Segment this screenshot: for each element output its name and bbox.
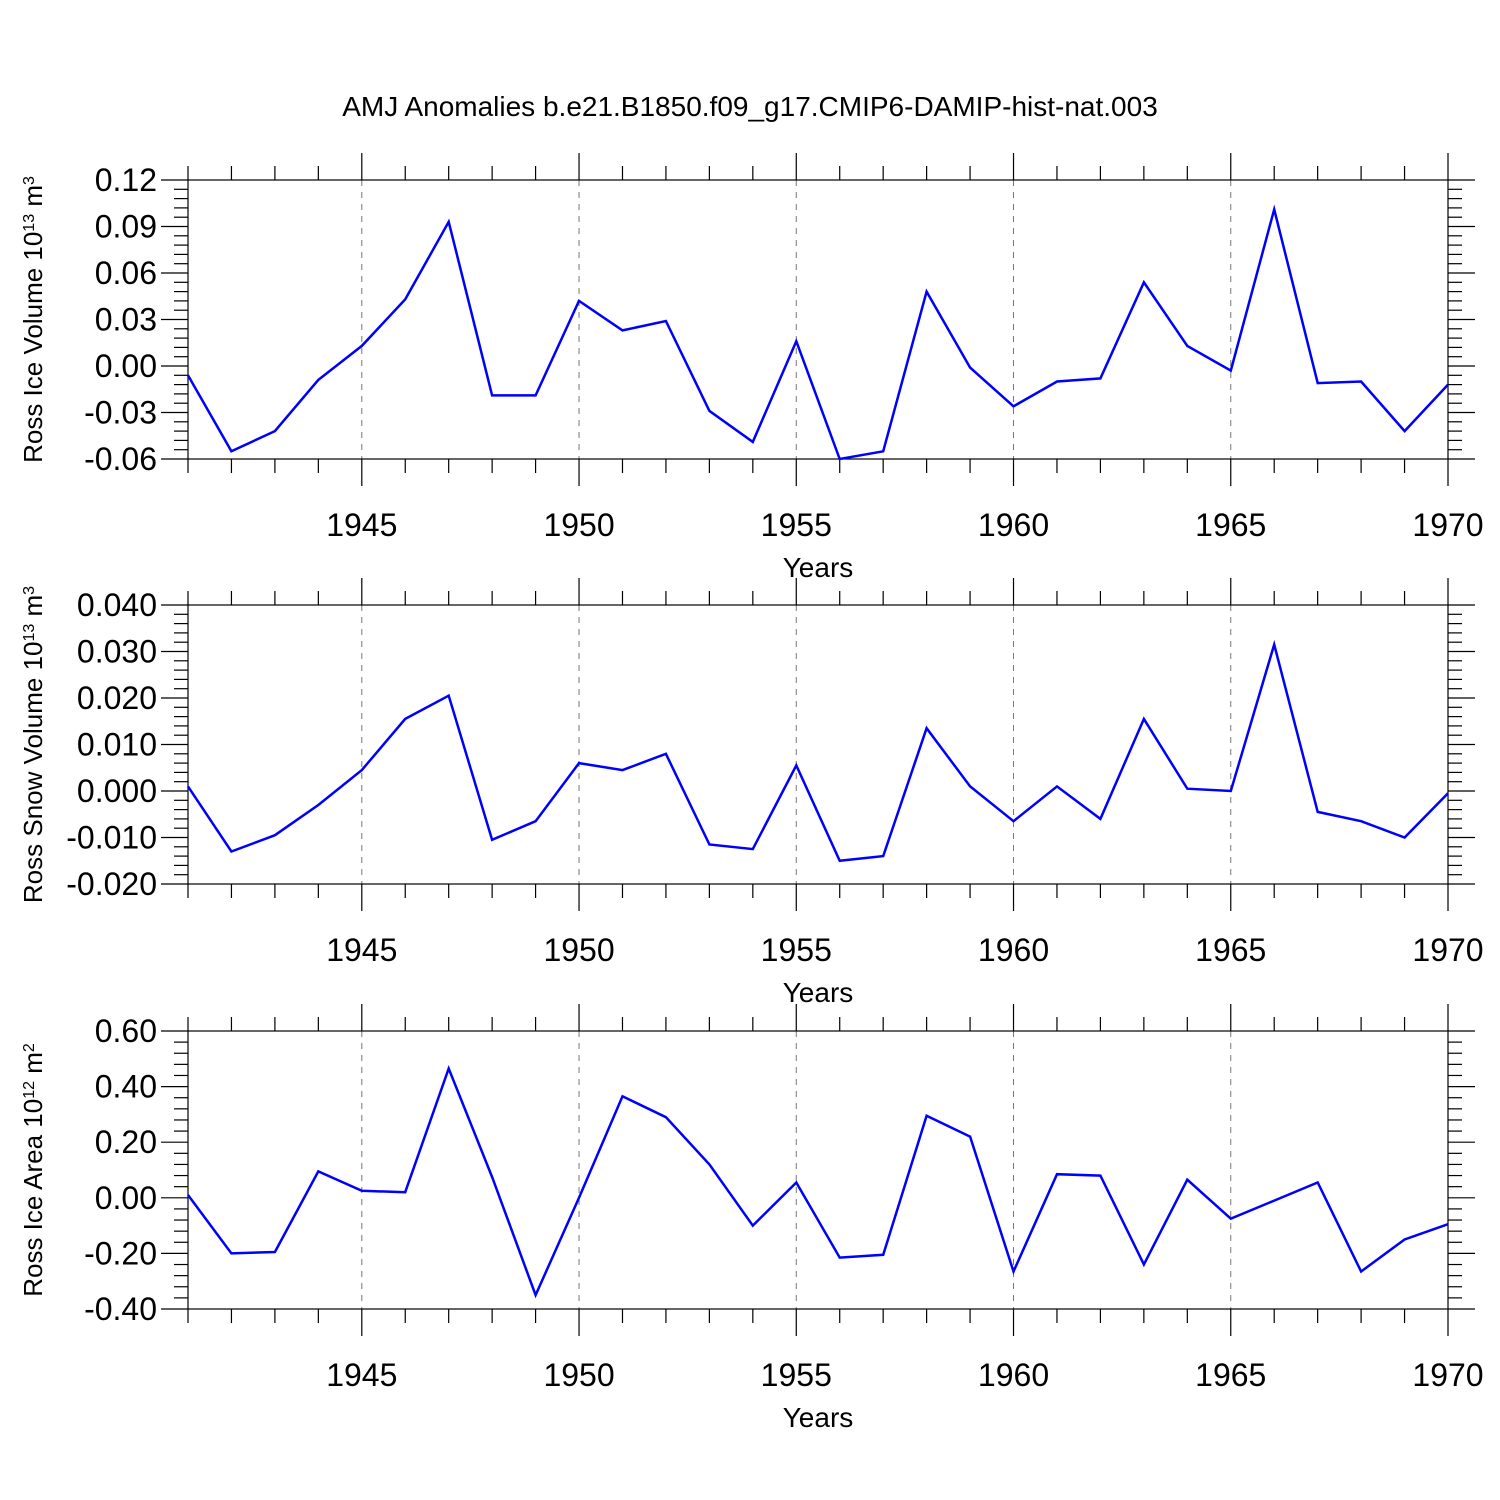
- y-axis-label: Ross Ice Volume 1013 m3: [18, 176, 48, 463]
- x-tick-label: 1945: [326, 1357, 397, 1393]
- x-tick-label: 1960: [978, 932, 1049, 968]
- x-tick-label: 1965: [1195, 1357, 1266, 1393]
- y-tick-label: 0.030: [77, 634, 157, 670]
- series-line: [186, 204, 1449, 461]
- x-tick-label: 1970: [1412, 932, 1483, 968]
- y-tick-label: -0.40: [84, 1291, 157, 1327]
- y-tick-label: -0.03: [84, 395, 157, 431]
- y-tick-label: 0.00: [95, 1180, 157, 1216]
- x-axis-label: Years: [783, 1402, 854, 1433]
- plot-frame: [187, 604, 1449, 885]
- y-tick-label: 0.010: [77, 727, 157, 763]
- panel-1: -0.06 -0.03 0.00 0.03 0.06 0.09 0.12 1945 1950 19…: [18, 153, 1484, 583]
- y-tick-label: 0.60: [95, 1013, 157, 1049]
- x-tick-label: 1965: [1195, 932, 1266, 968]
- panel-3: -0.40 -0.20 0.00 0.20 0.40 0.60 1945 1950 1955 19…: [18, 1004, 1484, 1433]
- x-tick-label: 1970: [1412, 507, 1483, 543]
- x-tick-label: 1960: [978, 1357, 1049, 1393]
- x-axis-label: Years: [783, 552, 854, 583]
- plot-frame: [187, 1030, 1449, 1310]
- y-axis-label: Ross Snow Volume 1013 m3: [18, 586, 48, 903]
- series-line: [186, 1064, 1449, 1299]
- y-tick-label: 0.040: [77, 587, 157, 623]
- x-tick-label: 1945: [326, 932, 397, 968]
- x-tick-label: 1950: [543, 932, 614, 968]
- x-tick-label: 1955: [761, 1357, 832, 1393]
- plot-frame: [187, 179, 1449, 460]
- x-tick-label: 1965: [1195, 507, 1266, 543]
- x-tick-label: 1970: [1412, 1357, 1483, 1393]
- y-tick-label: 0.12: [95, 162, 157, 198]
- y-tick-label: 0.40: [95, 1069, 157, 1105]
- x-tick-label: 1945: [326, 507, 397, 543]
- y-tick-label: 0.00: [95, 348, 157, 384]
- x-tick-label: 1960: [978, 507, 1049, 543]
- y-axis-label: Ross Ice Area 1012 m2: [18, 1043, 48, 1297]
- y-tick-label: 0.09: [95, 209, 157, 245]
- series-line: [186, 639, 1449, 863]
- y-tick-label: -0.020: [66, 866, 157, 902]
- x-axis-label: Years: [783, 977, 854, 1008]
- x-tick-label: 1950: [543, 507, 614, 543]
- x-tick-label: 1955: [761, 507, 832, 543]
- y-tick-label: 0.03: [95, 302, 157, 338]
- y-tick-label: 0.020: [77, 680, 157, 716]
- y-tick-label: -0.20: [84, 1235, 157, 1271]
- y-tick-label: -0.06: [84, 441, 157, 477]
- y-tick-label: 0.20: [95, 1124, 157, 1160]
- panel-2: -0.020 -0.010 0.000 0.010 0.020 0.030 0.040 194…: [18, 578, 1484, 1008]
- x-tick-label: 1950: [543, 1357, 614, 1393]
- y-tick-label: -0.010: [66, 820, 157, 856]
- chart-title: AMJ Anomalies b.e21.B1850.f09_g17.CMIP6-…: [342, 91, 1158, 122]
- y-tick-label: 0.06: [95, 255, 157, 291]
- y-tick-label: 0.000: [77, 773, 157, 809]
- x-tick-label: 1955: [761, 932, 832, 968]
